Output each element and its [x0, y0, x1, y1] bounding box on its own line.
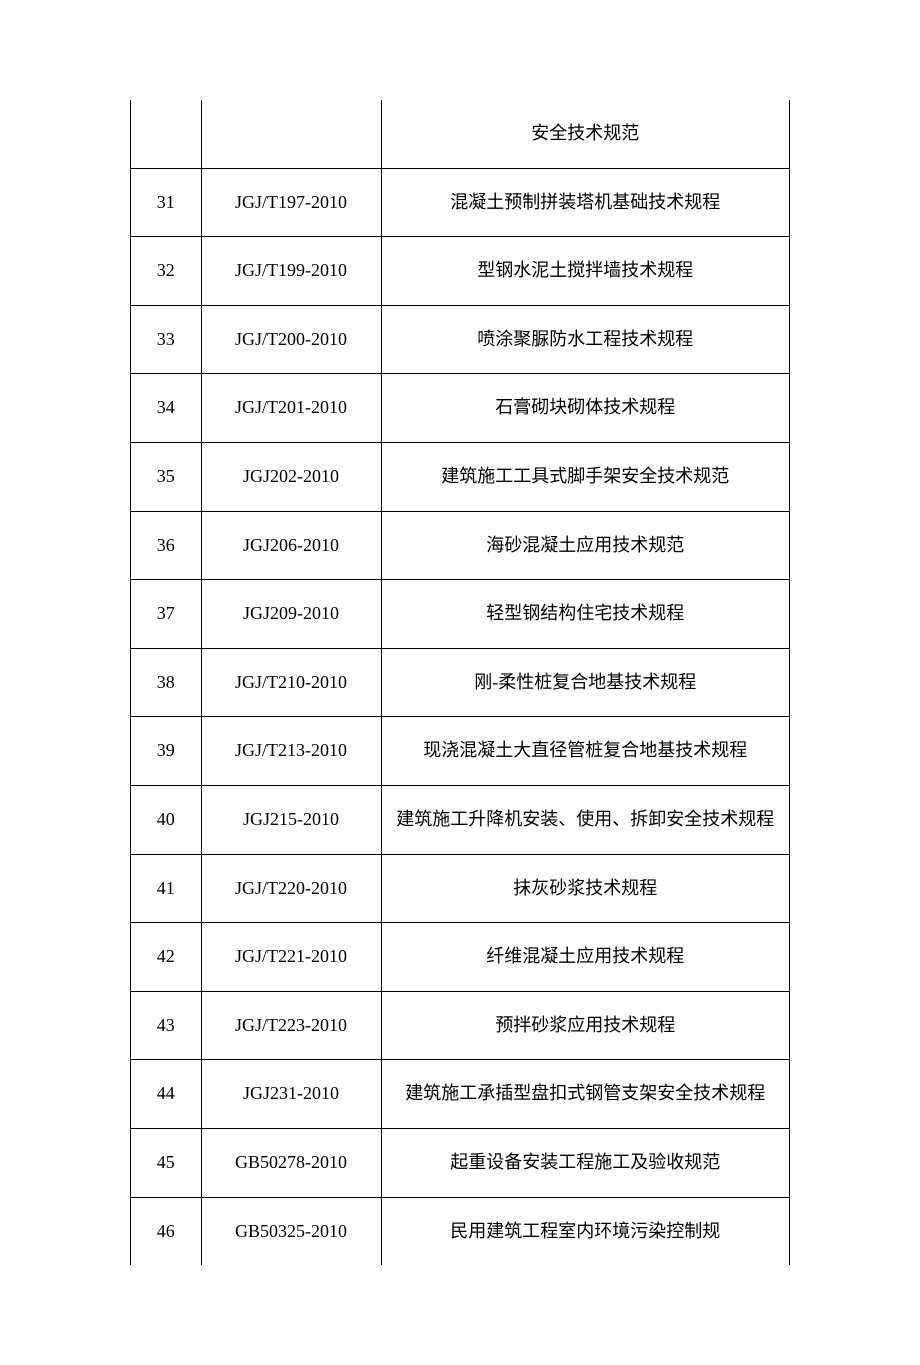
cell-num: 42	[131, 923, 201, 992]
cell-num: 31	[131, 168, 201, 237]
cell-title: 海砂混凝土应用技术规范	[381, 511, 789, 580]
cell-num: 36	[131, 511, 201, 580]
cell-num: 32	[131, 237, 201, 306]
table-row: 35 JGJ202-2010 建筑施工工具式脚手架安全技术规范	[131, 442, 789, 511]
table-row: 32 JGJ/T199-2010 型钢水泥土搅拌墙技术规程	[131, 237, 789, 306]
cell-title: 建筑施工升降机安装、使用、拆卸安全技术规程	[381, 785, 789, 854]
table-row: 36 JGJ206-2010 海砂混凝土应用技术规范	[131, 511, 789, 580]
cell-num: 38	[131, 648, 201, 717]
cell-code: JGJ206-2010	[201, 511, 381, 580]
table-row: 38 JGJ/T210-2010 刚-柔性桩复合地基技术规程	[131, 648, 789, 717]
table-row: 46 GB50325-2010 民用建筑工程室内环境污染控制规	[131, 1197, 789, 1265]
cell-num: 39	[131, 717, 201, 786]
cell-code: JGJ/T199-2010	[201, 237, 381, 306]
cell-title: 喷涂聚脲防水工程技术规程	[381, 305, 789, 374]
cell-num: 37	[131, 580, 201, 649]
table-row: 43 JGJ/T223-2010 预拌砂浆应用技术规程	[131, 991, 789, 1060]
cell-title: 建筑施工工具式脚手架安全技术规范	[381, 442, 789, 511]
cell-code: JGJ231-2010	[201, 1060, 381, 1129]
cell-num: 35	[131, 442, 201, 511]
cell-num: 43	[131, 991, 201, 1060]
cell-title: 现浇混凝土大直径管桩复合地基技术规程	[381, 717, 789, 786]
cell-num: 41	[131, 854, 201, 923]
cell-code: JGJ/T210-2010	[201, 648, 381, 717]
cell-num: 33	[131, 305, 201, 374]
table-row: 31 JGJ/T197-2010 混凝土预制拼装塔机基础技术规程	[131, 168, 789, 237]
cell-code: JGJ/T221-2010	[201, 923, 381, 992]
cell-code: JGJ/T223-2010	[201, 991, 381, 1060]
cell-code	[201, 100, 381, 168]
table-row: 34 JGJ/T201-2010 石膏砌块砌体技术规程	[131, 374, 789, 443]
cell-code: JGJ/T200-2010	[201, 305, 381, 374]
cell-code: JGJ215-2010	[201, 785, 381, 854]
cell-num	[131, 100, 201, 168]
cell-title: 刚-柔性桩复合地基技术规程	[381, 648, 789, 717]
cell-num: 45	[131, 1128, 201, 1197]
table-row: 33 JGJ/T200-2010 喷涂聚脲防水工程技术规程	[131, 305, 789, 374]
cell-title: 安全技术规范	[381, 100, 789, 168]
cell-code: JGJ202-2010	[201, 442, 381, 511]
cell-title: 纤维混凝土应用技术规程	[381, 923, 789, 992]
table-row: 42 JGJ/T221-2010 纤维混凝土应用技术规程	[131, 923, 789, 992]
standards-table-container: 安全技术规范 31 JGJ/T197-2010 混凝土预制拼装塔机基础技术规程 …	[130, 100, 790, 1265]
cell-code: JGJ/T201-2010	[201, 374, 381, 443]
cell-num: 34	[131, 374, 201, 443]
table-body: 安全技术规范 31 JGJ/T197-2010 混凝土预制拼装塔机基础技术规程 …	[131, 100, 789, 1265]
cell-code: JGJ/T220-2010	[201, 854, 381, 923]
cell-title: 混凝土预制拼装塔机基础技术规程	[381, 168, 789, 237]
cell-title: 抹灰砂浆技术规程	[381, 854, 789, 923]
cell-code: GB50278-2010	[201, 1128, 381, 1197]
cell-code: JGJ/T213-2010	[201, 717, 381, 786]
table-row: 41 JGJ/T220-2010 抹灰砂浆技术规程	[131, 854, 789, 923]
cell-code: GB50325-2010	[201, 1197, 381, 1265]
cell-title: 预拌砂浆应用技术规程	[381, 991, 789, 1060]
cell-num: 44	[131, 1060, 201, 1129]
standards-table: 安全技术规范 31 JGJ/T197-2010 混凝土预制拼装塔机基础技术规程 …	[131, 100, 789, 1265]
cell-code: JGJ/T197-2010	[201, 168, 381, 237]
table-row: 37 JGJ209-2010 轻型钢结构住宅技术规程	[131, 580, 789, 649]
table-row: 45 GB50278-2010 起重设备安装工程施工及验收规范	[131, 1128, 789, 1197]
cell-title: 起重设备安装工程施工及验收规范	[381, 1128, 789, 1197]
table-row: 40 JGJ215-2010 建筑施工升降机安装、使用、拆卸安全技术规程	[131, 785, 789, 854]
table-row: 39 JGJ/T213-2010 现浇混凝土大直径管桩复合地基技术规程	[131, 717, 789, 786]
cell-title: 石膏砌块砌体技术规程	[381, 374, 789, 443]
cell-num: 40	[131, 785, 201, 854]
cell-code: JGJ209-2010	[201, 580, 381, 649]
cell-title: 建筑施工承插型盘扣式钢管支架安全技术规程	[381, 1060, 789, 1129]
cell-num: 46	[131, 1197, 201, 1265]
table-row: 44 JGJ231-2010 建筑施工承插型盘扣式钢管支架安全技术规程	[131, 1060, 789, 1129]
cell-title: 型钢水泥土搅拌墙技术规程	[381, 237, 789, 306]
cell-title: 民用建筑工程室内环境污染控制规	[381, 1197, 789, 1265]
cell-title: 轻型钢结构住宅技术规程	[381, 580, 789, 649]
table-row-continuation: 安全技术规范	[131, 100, 789, 168]
